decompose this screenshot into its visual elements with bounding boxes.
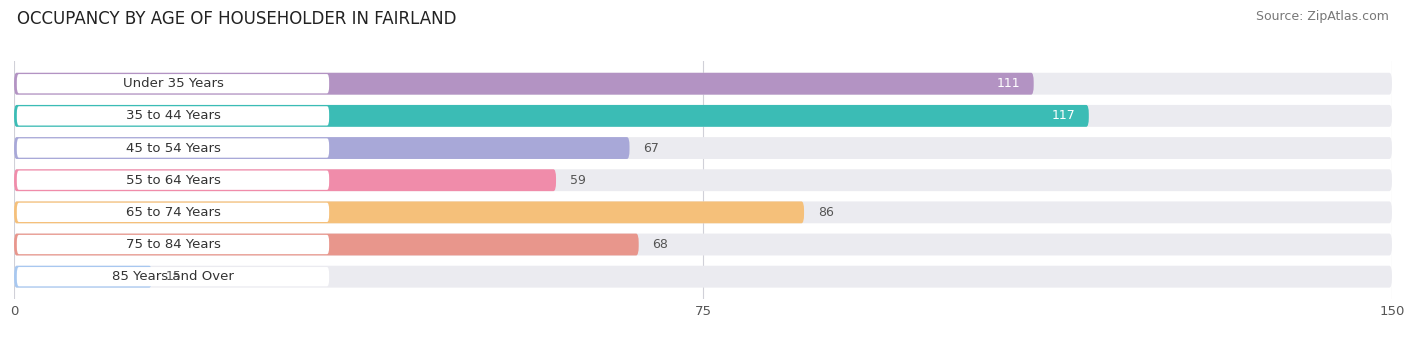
FancyBboxPatch shape bbox=[14, 137, 630, 159]
Text: 86: 86 bbox=[818, 206, 834, 219]
FancyBboxPatch shape bbox=[14, 266, 152, 288]
FancyBboxPatch shape bbox=[14, 234, 638, 255]
FancyBboxPatch shape bbox=[14, 105, 1392, 127]
Text: Source: ZipAtlas.com: Source: ZipAtlas.com bbox=[1256, 10, 1389, 23]
Text: Under 35 Years: Under 35 Years bbox=[122, 77, 224, 90]
FancyBboxPatch shape bbox=[17, 138, 329, 158]
FancyBboxPatch shape bbox=[14, 234, 1392, 255]
Text: OCCUPANCY BY AGE OF HOUSEHOLDER IN FAIRLAND: OCCUPANCY BY AGE OF HOUSEHOLDER IN FAIRL… bbox=[17, 10, 457, 28]
Text: 45 to 54 Years: 45 to 54 Years bbox=[125, 141, 221, 155]
Text: 111: 111 bbox=[997, 77, 1019, 90]
FancyBboxPatch shape bbox=[14, 201, 804, 223]
Text: 68: 68 bbox=[652, 238, 668, 251]
Text: 15: 15 bbox=[166, 270, 181, 283]
FancyBboxPatch shape bbox=[17, 267, 329, 286]
Text: 117: 117 bbox=[1052, 109, 1076, 122]
FancyBboxPatch shape bbox=[14, 169, 1392, 191]
FancyBboxPatch shape bbox=[14, 73, 1033, 95]
Text: 67: 67 bbox=[644, 141, 659, 155]
FancyBboxPatch shape bbox=[17, 106, 329, 125]
Text: 35 to 44 Years: 35 to 44 Years bbox=[125, 109, 221, 122]
FancyBboxPatch shape bbox=[17, 235, 329, 254]
Text: 65 to 74 Years: 65 to 74 Years bbox=[125, 206, 221, 219]
Text: 59: 59 bbox=[569, 174, 586, 187]
Text: 75 to 84 Years: 75 to 84 Years bbox=[125, 238, 221, 251]
FancyBboxPatch shape bbox=[17, 203, 329, 222]
FancyBboxPatch shape bbox=[14, 137, 1392, 159]
FancyBboxPatch shape bbox=[17, 171, 329, 190]
FancyBboxPatch shape bbox=[14, 73, 1392, 95]
Text: 85 Years and Over: 85 Years and Over bbox=[112, 270, 233, 283]
FancyBboxPatch shape bbox=[14, 266, 1392, 288]
FancyBboxPatch shape bbox=[14, 169, 555, 191]
FancyBboxPatch shape bbox=[14, 105, 1088, 127]
Text: 55 to 64 Years: 55 to 64 Years bbox=[125, 174, 221, 187]
FancyBboxPatch shape bbox=[14, 201, 1392, 223]
FancyBboxPatch shape bbox=[17, 74, 329, 94]
